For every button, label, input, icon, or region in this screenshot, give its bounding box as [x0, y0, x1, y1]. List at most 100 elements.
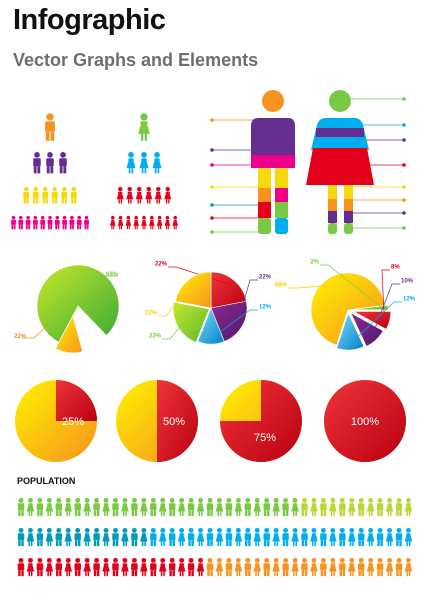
population-person-icon — [357, 527, 365, 547]
population-person-icon — [234, 557, 243, 577]
population-person-icon — [404, 497, 413, 517]
population-person-icon — [291, 527, 299, 547]
population-person-icon — [272, 497, 280, 517]
pie-slice — [36, 264, 120, 343]
population-person-icon — [225, 497, 233, 517]
pie-slice — [350, 312, 384, 347]
pie-slice — [353, 311, 392, 330]
hierarchy-women — [109, 113, 179, 230]
population-person-icon — [36, 557, 44, 577]
population-person-icon — [347, 557, 356, 577]
hierarchy-man-icon — [33, 152, 41, 174]
hierarchy-man-icon — [70, 186, 77, 204]
pie-chart-3: 68% 2% 8% 10% 12% — [275, 260, 416, 351]
population-person-icon — [187, 557, 195, 577]
hierarchy-man-icon — [11, 215, 16, 230]
population-person-icon — [272, 527, 280, 547]
population-person-icon — [140, 497, 148, 517]
hierarchy-man-icon — [54, 215, 60, 230]
population-person-icon — [45, 497, 54, 517]
hierarchy-man-icon — [84, 215, 89, 230]
percentage-label: 100% — [351, 416, 379, 428]
hierarchy-man-icon — [51, 186, 58, 204]
leader-line — [371, 283, 400, 336]
population-grid — [17, 497, 413, 577]
population-person-icon — [385, 497, 394, 517]
population-person-icon — [177, 557, 186, 577]
population-person-icon — [121, 497, 129, 517]
hierarchy-woman-icon — [141, 215, 147, 230]
guide-dot — [210, 163, 214, 167]
population-person-icon — [45, 527, 54, 547]
population-person-icon — [93, 497, 100, 517]
man-figure — [251, 90, 295, 234]
population-person-icon — [158, 527, 167, 547]
population-person-icon — [102, 557, 110, 577]
hierarchy-woman-icon — [117, 215, 124, 230]
population-person-icon — [376, 497, 384, 517]
population-person-icon — [329, 557, 337, 577]
pie-label: 22% — [259, 275, 272, 281]
hierarchy-man-icon — [69, 215, 75, 230]
pie-chart-2: 22% 22% 12% 22% 22% — [145, 262, 272, 345]
guide-dot — [210, 185, 214, 189]
population-person-icon — [282, 557, 289, 577]
hierarchy-woman-icon — [133, 215, 140, 230]
population-person-icon — [206, 557, 214, 577]
hierarchy-woman-icon — [164, 215, 171, 230]
population-person-icon — [272, 557, 280, 577]
population-person-icon — [234, 527, 243, 547]
population-person-icon — [263, 497, 270, 517]
percentage-fill — [324, 380, 406, 462]
hierarchy-woman-icon — [148, 215, 155, 230]
guide-dot — [402, 163, 406, 167]
population-person-icon — [366, 527, 375, 547]
guide-dot — [402, 198, 406, 202]
population-person-icon — [140, 557, 148, 577]
leader-line — [381, 269, 390, 320]
population-person-icon — [26, 557, 35, 577]
population-person-icon — [187, 527, 195, 547]
population-person-icon — [244, 557, 252, 577]
population-person-icon — [17, 527, 25, 547]
population-person-icon — [177, 527, 186, 547]
population-person-icon — [339, 527, 346, 547]
population-person-icon — [347, 497, 356, 517]
population-person-icon — [102, 527, 110, 547]
population-person-icon — [320, 497, 327, 517]
population-person-icon — [150, 527, 157, 547]
woman-figure — [306, 90, 374, 234]
population-person-icon — [357, 557, 365, 577]
pie-slice — [55, 315, 83, 354]
pie-slice — [336, 312, 365, 351]
pie-slice — [175, 271, 212, 309]
population-person-icon — [385, 527, 394, 547]
leader-line — [210, 309, 258, 339]
population-person-icon — [177, 497, 186, 517]
population-person-icon — [93, 557, 100, 577]
population-person-icon — [158, 557, 167, 577]
population-person-icon — [158, 497, 167, 517]
population-person-icon — [366, 497, 375, 517]
population-person-icon — [282, 527, 289, 547]
population-person-icon — [17, 557, 25, 577]
percentage-fill — [220, 380, 302, 462]
population-person-icon — [168, 497, 176, 517]
pie-label: 68% — [275, 283, 288, 289]
pie-label: 8% — [391, 265, 400, 271]
page-title: Infographic — [13, 4, 166, 36]
population-person-icon — [74, 527, 81, 547]
population-person-icon — [26, 527, 35, 547]
hierarchy-man-icon — [46, 152, 54, 174]
percentage-circles: 25% 50% 75% 100% — [15, 380, 406, 462]
population-person-icon — [112, 527, 119, 547]
population-person-icon — [206, 527, 214, 547]
population-person-icon — [55, 497, 63, 517]
population-person-icon — [253, 527, 262, 547]
leader-line — [168, 266, 231, 285]
population-person-icon — [131, 497, 138, 517]
percentage-label: 75% — [254, 432, 276, 444]
population-person-icon — [83, 557, 91, 577]
guide-dot — [210, 203, 214, 207]
guide-dot — [402, 97, 406, 101]
